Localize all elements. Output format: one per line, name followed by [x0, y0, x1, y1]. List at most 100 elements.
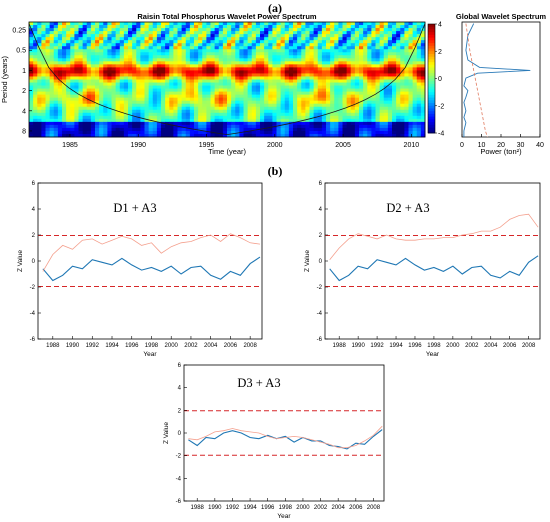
panel-label-b: (b) — [268, 164, 283, 178]
chart-d3-a3: 1988 1990 1992 1994 1996 1998 2000 2002 2004 2006… — [163, 363, 385, 520]
x-tick-label: 2000 — [165, 343, 179, 349]
chart-d1-a3-frame — [37, 182, 263, 340]
y-tick-label: -4 — [30, 311, 36, 317]
x-tick-label: 1988 — [191, 505, 205, 511]
x-tick-label: 1992 — [86, 343, 100, 349]
y-tick-label: -2 — [317, 285, 323, 291]
heatmap-cells — [29, 22, 426, 138]
x-tick-label: 1996 — [261, 505, 275, 511]
heatmap-y-tick-label: 1 — [22, 68, 26, 75]
x-tick-label: 2004 — [484, 343, 498, 349]
colorbar-tick-label: -4 — [438, 131, 444, 138]
y-tick-label: 0 — [319, 259, 323, 265]
x-axis-label: Year — [143, 351, 157, 358]
x-tick-label: 1988 — [46, 343, 60, 349]
y-tick-label: -6 — [30, 337, 36, 343]
series-line — [329, 255, 539, 282]
x-tick-label: 1994 — [105, 343, 119, 349]
heatmap-ylabel: Period (years) — [0, 55, 9, 103]
heatmap-title: Raisin Total Phosphorus Wavelet Power Sp… — [137, 12, 317, 21]
y-tick-label: -4 — [317, 311, 323, 317]
chart-d2-a3: 1988 1990 1992 1994 1996 1998 2000 2002 2004 2006… — [304, 181, 541, 358]
y-axis-label: Z Value — [163, 422, 170, 444]
y-tick-label: -2 — [30, 285, 36, 291]
chart-title: D2 + A3 — [386, 201, 429, 215]
gws-x-tick-label: 40 — [536, 142, 544, 149]
cone-of-influence — [28, 23, 426, 136]
y-tick-label: -6 — [317, 337, 323, 343]
y-tick-label: 4 — [319, 207, 323, 213]
series-line — [188, 425, 383, 449]
heatmap-frame — [28, 21, 426, 138]
chart-d3-a3-frame — [183, 364, 385, 502]
x-tick-label: 1994 — [389, 343, 403, 349]
heatmap-y-tick-label: 0.25 — [12, 28, 26, 35]
x-tick-label: 2000 — [296, 505, 310, 511]
series-line — [329, 213, 539, 260]
y-axis-label: Z Value — [304, 250, 311, 272]
chart-title: D3 + A3 — [237, 376, 280, 390]
x-tick-label: 1998 — [145, 343, 159, 349]
x-tick-label: 2006 — [224, 343, 238, 349]
heatmap-y-tick-label: 0.5 — [16, 48, 26, 55]
x-tick-label: 1990 — [66, 343, 80, 349]
x-tick-label: 1990 — [208, 505, 222, 511]
global-wavelet-spectrum: 0 10 20 30 40 Global Wavelet Spectrum Power (t… — [456, 12, 546, 156]
heatmap-y-tick-label: 2 — [22, 88, 26, 95]
x-axis-label: Year — [426, 351, 440, 358]
gws-title: Global Wavelet Spectrum — [456, 12, 546, 21]
heatmap-y-tick-label: 8 — [22, 128, 26, 135]
y-tick-label: 2 — [178, 408, 182, 414]
chart-d2-a3-frame — [324, 182, 541, 340]
series-line — [42, 233, 261, 272]
chart-title: D1 + A3 — [113, 201, 156, 215]
y-tick-label: -2 — [176, 454, 182, 460]
colorbar: 4 2 0 -2 -4 — [427, 22, 444, 138]
colorbar-tick-label: 4 — [438, 22, 442, 29]
x-tick-label: 2002 — [465, 343, 479, 349]
y-tick-label: 4 — [32, 207, 36, 213]
heatmap-x-tick-label: 1990 — [130, 142, 146, 149]
x-tick-label: 1996 — [125, 343, 139, 349]
x-tick-label: 2006 — [503, 343, 517, 349]
x-tick-label: 2008 — [243, 343, 257, 349]
x-tick-label: 2000 — [446, 343, 460, 349]
x-tick-label: 1996 — [408, 343, 422, 349]
x-tick-label: 1992 — [226, 505, 240, 511]
heatmap-x-tick-label: 2010 — [404, 142, 420, 149]
x-tick-label: 2002 — [184, 343, 198, 349]
y-tick-label: 6 — [319, 181, 323, 187]
colorbar-tick-label: -2 — [438, 103, 444, 110]
series-line — [42, 256, 261, 282]
wavelet-heatmap: 1985 1990 1995 2000 2005 2010 0.25 0.5 1 2 4 8 Raisi… — [0, 12, 426, 156]
x-tick-label: 1992 — [370, 343, 384, 349]
y-tick-label: 6 — [178, 363, 182, 369]
x-tick-label: 2008 — [522, 343, 536, 349]
x-tick-label: 2008 — [367, 505, 381, 511]
heatmap-x-tick-label: 1995 — [199, 142, 215, 149]
y-tick-label: 4 — [178, 386, 182, 392]
x-tick-label: 1994 — [243, 505, 257, 511]
gws-x-tick-label: 30 — [517, 142, 525, 149]
y-tick-label: -6 — [176, 499, 182, 505]
colorbar-tick-label: 2 — [438, 49, 442, 56]
heatmap-x-tick-label: 2000 — [267, 142, 283, 149]
x-tick-label: 2004 — [204, 343, 218, 349]
x-tick-label: 2002 — [314, 505, 328, 511]
x-tick-label: 1998 — [427, 343, 441, 349]
y-tick-label: 0 — [178, 431, 182, 437]
y-tick-label: -4 — [176, 476, 182, 482]
gws-x-tick-label: 0 — [460, 142, 464, 149]
y-tick-label: 0 — [32, 259, 36, 265]
x-tick-label: 1990 — [351, 343, 365, 349]
x-tick-label: 2004 — [332, 505, 346, 511]
colorbar-tick-label: 0 — [438, 76, 442, 83]
chart-d1-a3: 1988 1990 1992 1994 1996 1998 2000 2002 2004 2006… — [17, 181, 263, 358]
y-tick-label: 2 — [32, 233, 36, 239]
panel-label-a: (a) — [268, 1, 282, 15]
y-axis-label: Z Value — [17, 250, 24, 272]
heatmap-x-tick-label: 1985 — [62, 142, 78, 149]
x-tick-label: 1988 — [333, 343, 347, 349]
y-tick-label: 2 — [319, 233, 323, 239]
heatmap-x-tick-label: 2005 — [335, 142, 351, 149]
